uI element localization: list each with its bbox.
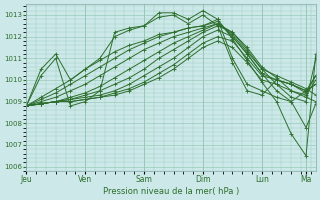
X-axis label: Pression niveau de la mer( hPa ): Pression niveau de la mer( hPa ) (103, 187, 239, 196)
